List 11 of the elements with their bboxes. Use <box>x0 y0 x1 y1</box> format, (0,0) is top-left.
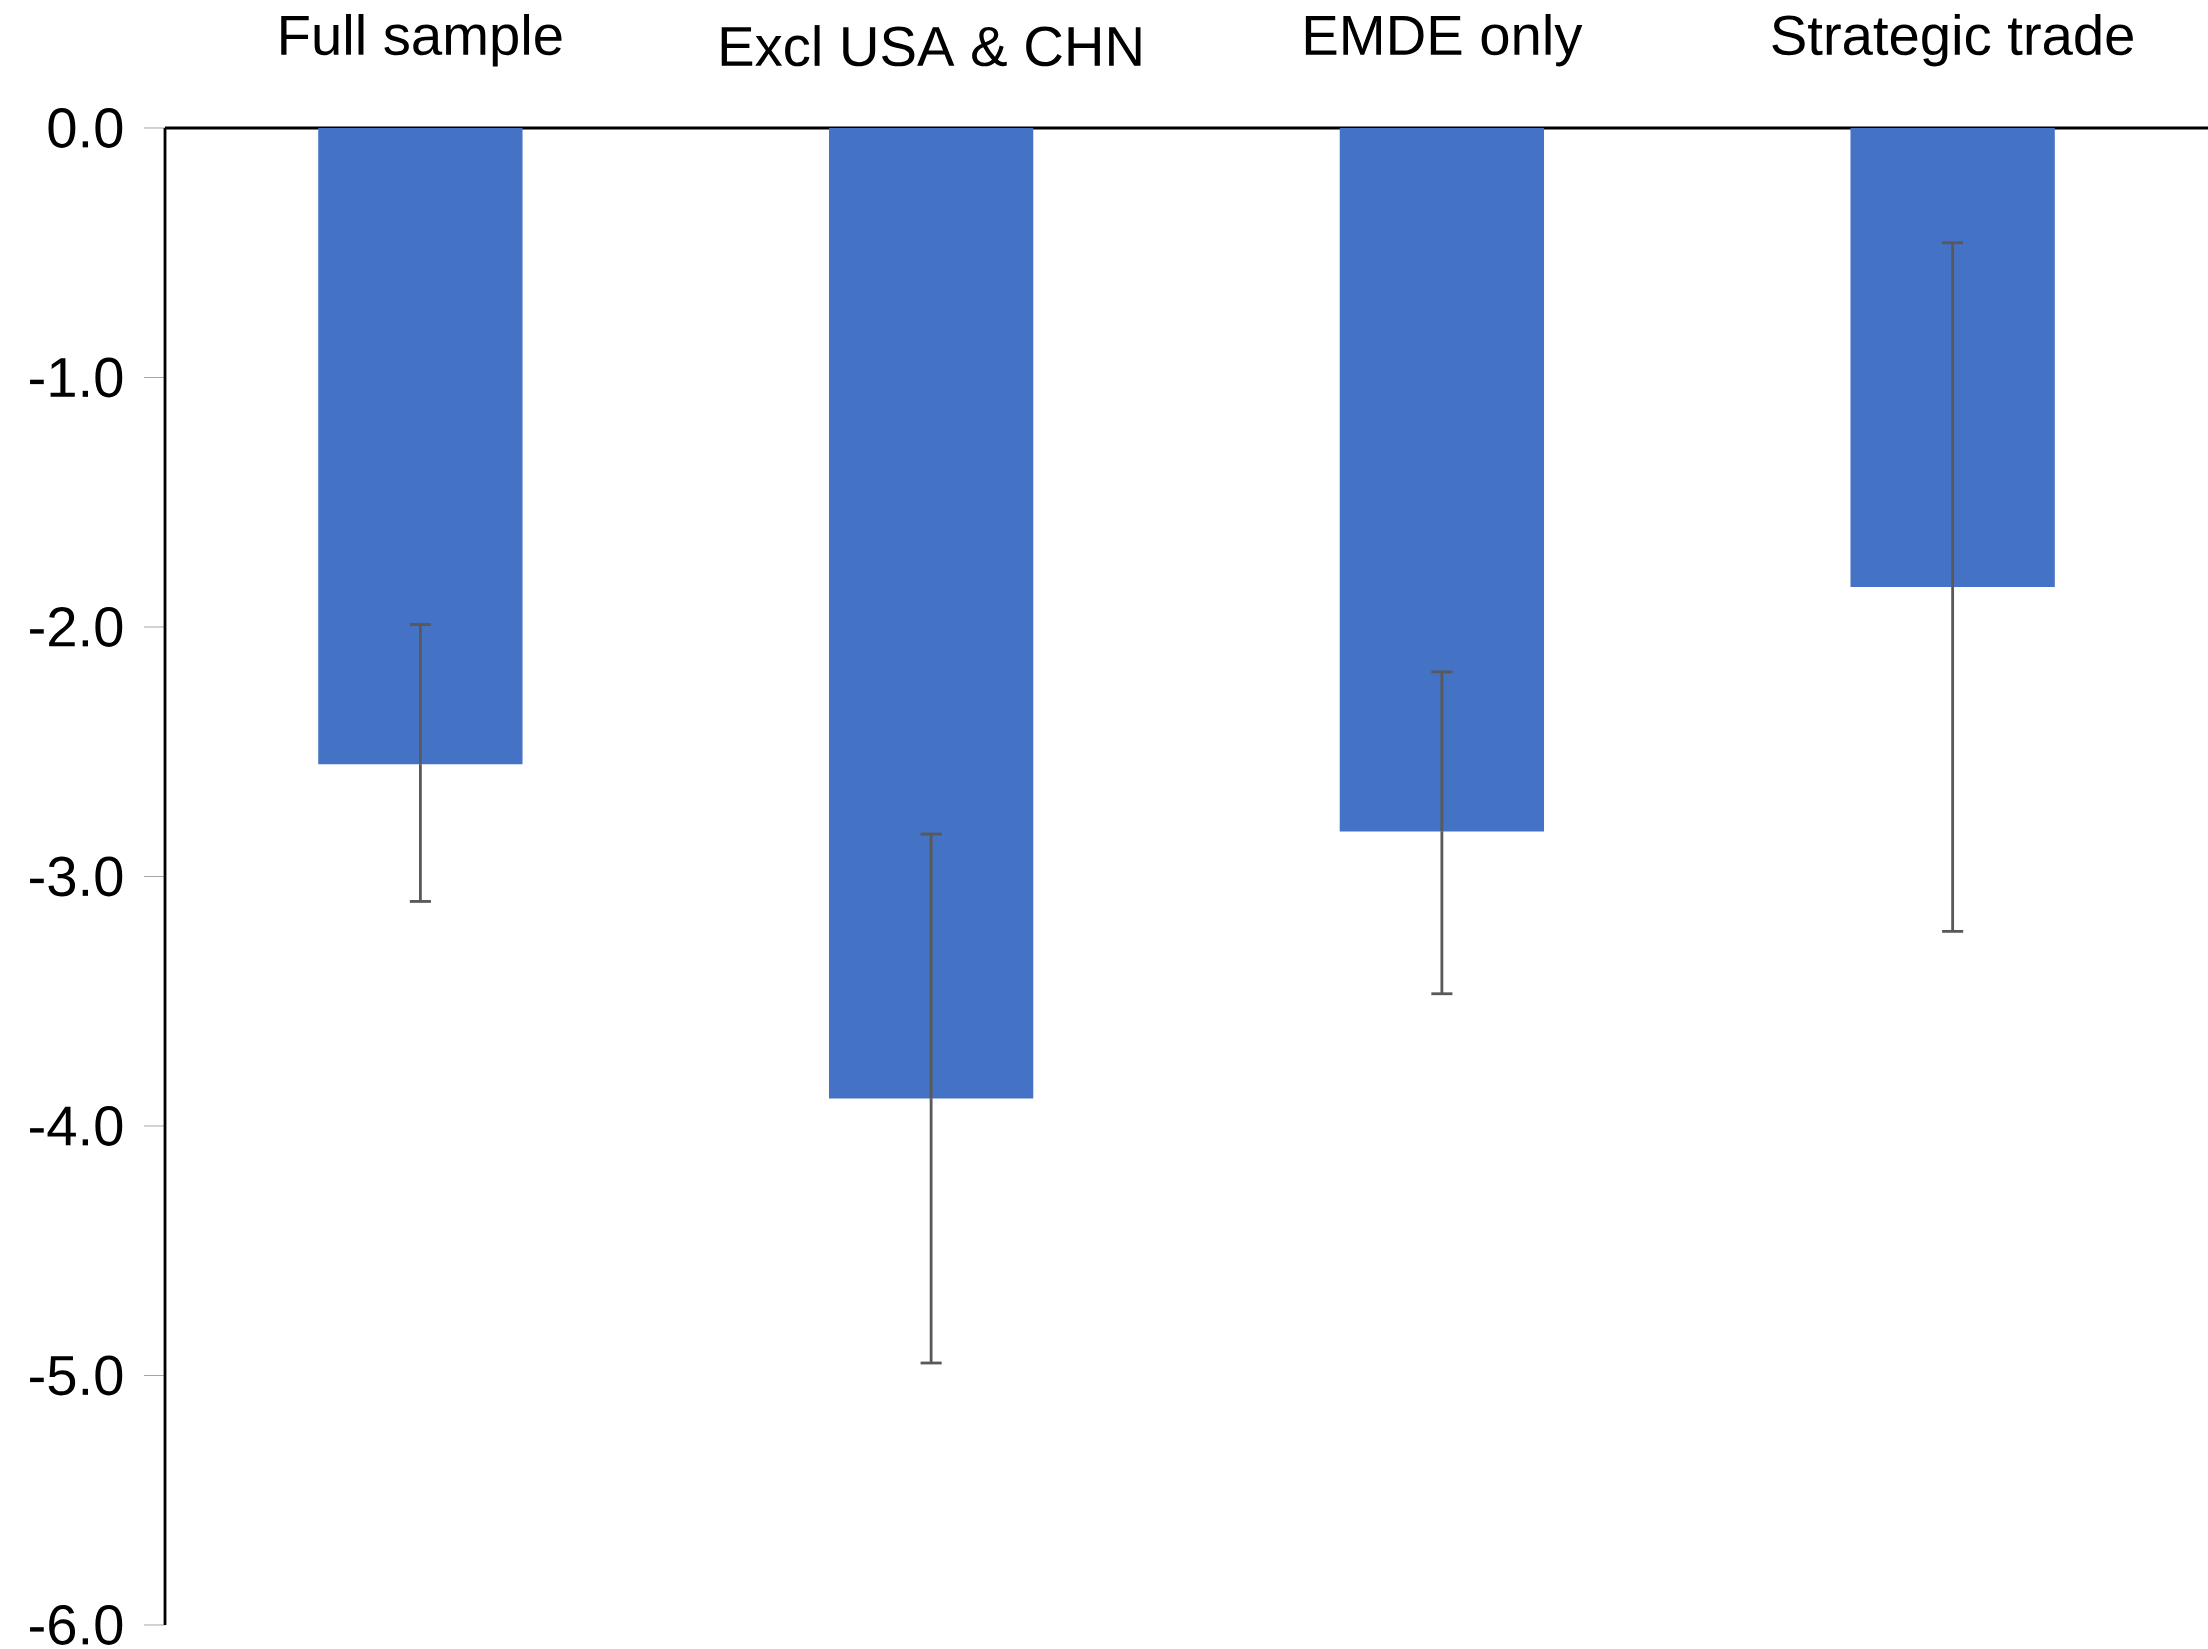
y-tick-label: 0.0 <box>48 108 123 148</box>
y-tick-label: -3.0 <box>30 856 123 897</box>
y-tick-label: -4.0 <box>30 1106 123 1146</box>
y-tick-label: -2.0 <box>30 607 123 647</box>
x-tick-label: EMDE only <box>1305 13 1583 67</box>
y-tick-label: -1.0 <box>30 357 123 398</box>
x-tick-label: Full sample <box>281 13 562 67</box>
y-tick-label: -6.0 <box>30 1605 123 1645</box>
y-tick-label: -5.0 <box>30 1355 123 1396</box>
x-tick-label: Excl USA & CHN <box>721 25 1141 67</box>
x-tick-label: Strategic trade <box>1772 13 2133 67</box>
